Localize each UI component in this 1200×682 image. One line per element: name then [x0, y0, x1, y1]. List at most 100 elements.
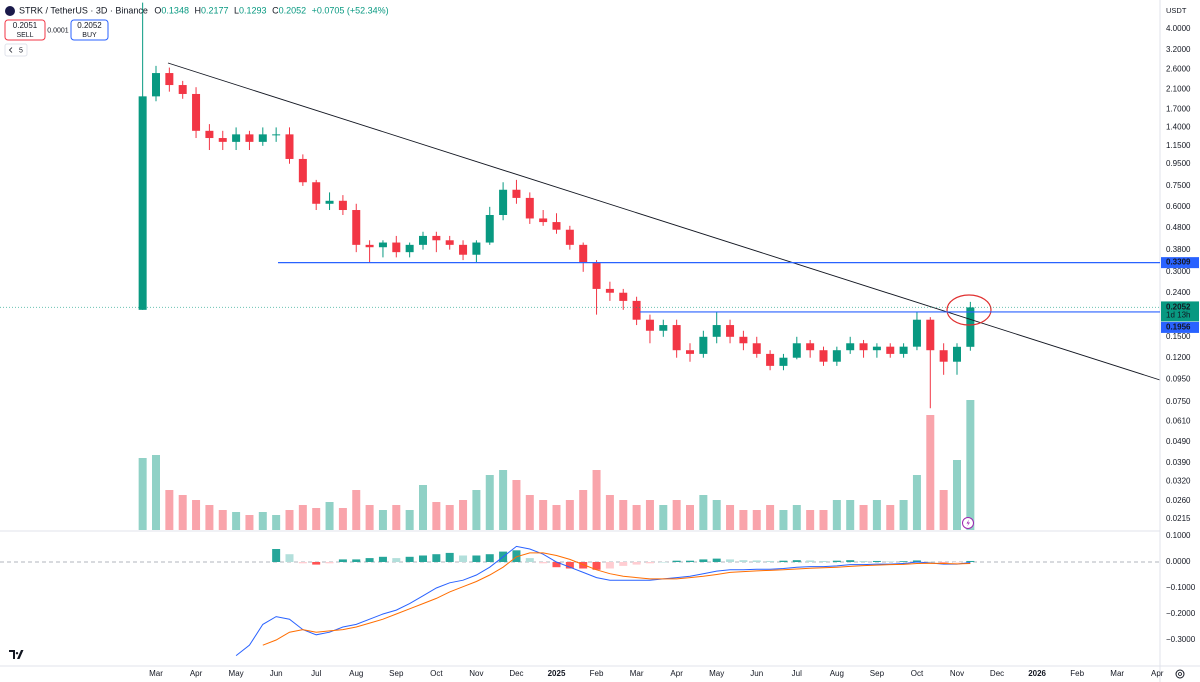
macd-histogram-bar [886, 561, 895, 563]
y-tick-label: 0.9500 [1166, 159, 1191, 168]
ohlc-letter: L [234, 6, 239, 16]
macd-histogram-bar [432, 554, 441, 563]
candle-body [432, 235, 441, 241]
y-tick-label: 3.2000 [1166, 45, 1191, 54]
y-tick-label: 0.0950 [1166, 375, 1191, 384]
tv-logo[interactable] [9, 646, 16, 661]
macd-histogram-bar [525, 558, 534, 563]
candle-body [165, 73, 174, 86]
candle-body [338, 200, 347, 211]
macd-histogram-bar [272, 549, 281, 563]
macd-histogram-bar [846, 560, 855, 563]
y-tick-label: 2.1000 [1166, 85, 1191, 94]
ohlc-value: 0.1293 [239, 6, 267, 16]
volume-bar [712, 500, 721, 530]
macd-histogram-bar [512, 550, 521, 563]
volume-bar [312, 508, 321, 530]
macd-histogram-bar [592, 562, 601, 570]
ohlc-letter: C [272, 6, 279, 16]
ohlc-value: 0.1348 [161, 6, 189, 16]
y-tick-label: 0.0215 [1166, 514, 1191, 523]
volume-bar [192, 500, 201, 530]
macd-histogram-bar [285, 554, 294, 563]
volume-bar [178, 495, 187, 530]
macd-histogram-bar [899, 561, 908, 563]
buy-button[interactable] [70, 19, 109, 41]
legend-header: STRK / TetherUS · 3D · Binance O0.1348 H… [19, 6, 389, 16]
candle-body [832, 350, 841, 362]
x-tick-label: Jun [270, 669, 283, 678]
volume-bar [232, 512, 241, 530]
price-line-tag [1161, 321, 1199, 333]
macd-histogram-bar [699, 559, 708, 563]
volume-bar [338, 508, 347, 530]
candle-body [712, 325, 721, 337]
volume-bar [525, 495, 534, 530]
candle-body [192, 93, 201, 131]
macd-histogram-bar [872, 560, 881, 563]
candle-body [699, 336, 708, 354]
candle-body [419, 235, 427, 245]
macd-histogram-bar [405, 556, 414, 563]
candle-body [672, 325, 681, 351]
volume-bar [445, 505, 454, 530]
macd-histogram-bar [619, 562, 628, 566]
macd-histogram-bar [645, 562, 654, 564]
macd-histogram-bar [819, 560, 828, 563]
candle-body [565, 229, 574, 245]
candle-body [232, 134, 241, 142]
volume-bar [872, 500, 881, 530]
ohlc-value: 0.2177 [201, 6, 229, 16]
x-tick-label: Sep [870, 669, 885, 678]
macd-histogram-bar [485, 554, 494, 563]
y-tick-label: 0.7500 [1166, 181, 1191, 190]
y-tick-label: 2.6000 [1166, 64, 1191, 73]
macd-tick-label: −0.1000 [1166, 583, 1196, 592]
volume-bar [779, 510, 788, 530]
x-tick-label: Jul [792, 669, 802, 678]
candle-body [499, 189, 508, 215]
y-tick-label: 1.7000 [1166, 104, 1191, 113]
candle-body [325, 200, 334, 204]
macd-line [235, 545, 971, 656]
x-tick-label: Feb [590, 669, 604, 678]
macd-histogram-bar [792, 560, 801, 563]
candle-body [886, 346, 895, 354]
change: +0.0705 (+52.34%) [312, 6, 389, 16]
x-tick-label: Mar [149, 669, 163, 678]
volume-bar [138, 458, 147, 530]
candle-body [899, 346, 908, 354]
settings-button[interactable] [1175, 669, 1185, 679]
x-tick-label: Dec [990, 669, 1004, 678]
candle-body [766, 353, 775, 366]
x-tick-label: May [229, 669, 244, 678]
spread: 0.0001 [47, 27, 69, 34]
volume-bar [632, 505, 641, 530]
y-tick-label: 1.4000 [1166, 123, 1191, 132]
macd-histogram-bar [966, 560, 975, 563]
x-tick-label: Oct [430, 669, 443, 678]
volume-bar [432, 502, 441, 530]
macd-tick-label: −0.2000 [1166, 609, 1196, 618]
candle-body [806, 343, 815, 351]
price-line-tag [1161, 257, 1199, 269]
macd-histogram-bar [472, 555, 481, 563]
x-tick-label: Aug [349, 669, 363, 678]
symbol[interactable]: STRK / TetherUS · 3D · Binance [19, 6, 148, 16]
indicators-toggle[interactable] [4, 43, 28, 57]
candle-body [859, 343, 868, 351]
x-tick-label: Nov [950, 669, 964, 678]
candle-body [445, 240, 454, 245]
tv-logo-mark[interactable] [9, 650, 24, 659]
symbol-logo [5, 6, 15, 16]
volume-bar [953, 460, 961, 530]
volume-bar [912, 475, 921, 530]
sell-label: SELL [16, 32, 33, 39]
price-line-label: 0.1956 [1166, 323, 1191, 332]
volume-bar [352, 490, 361, 530]
candle-body [739, 336, 748, 344]
sell-button[interactable] [4, 19, 46, 41]
volume-bar [686, 505, 694, 530]
volume-bar [645, 500, 654, 530]
highlight-circle [946, 294, 992, 326]
